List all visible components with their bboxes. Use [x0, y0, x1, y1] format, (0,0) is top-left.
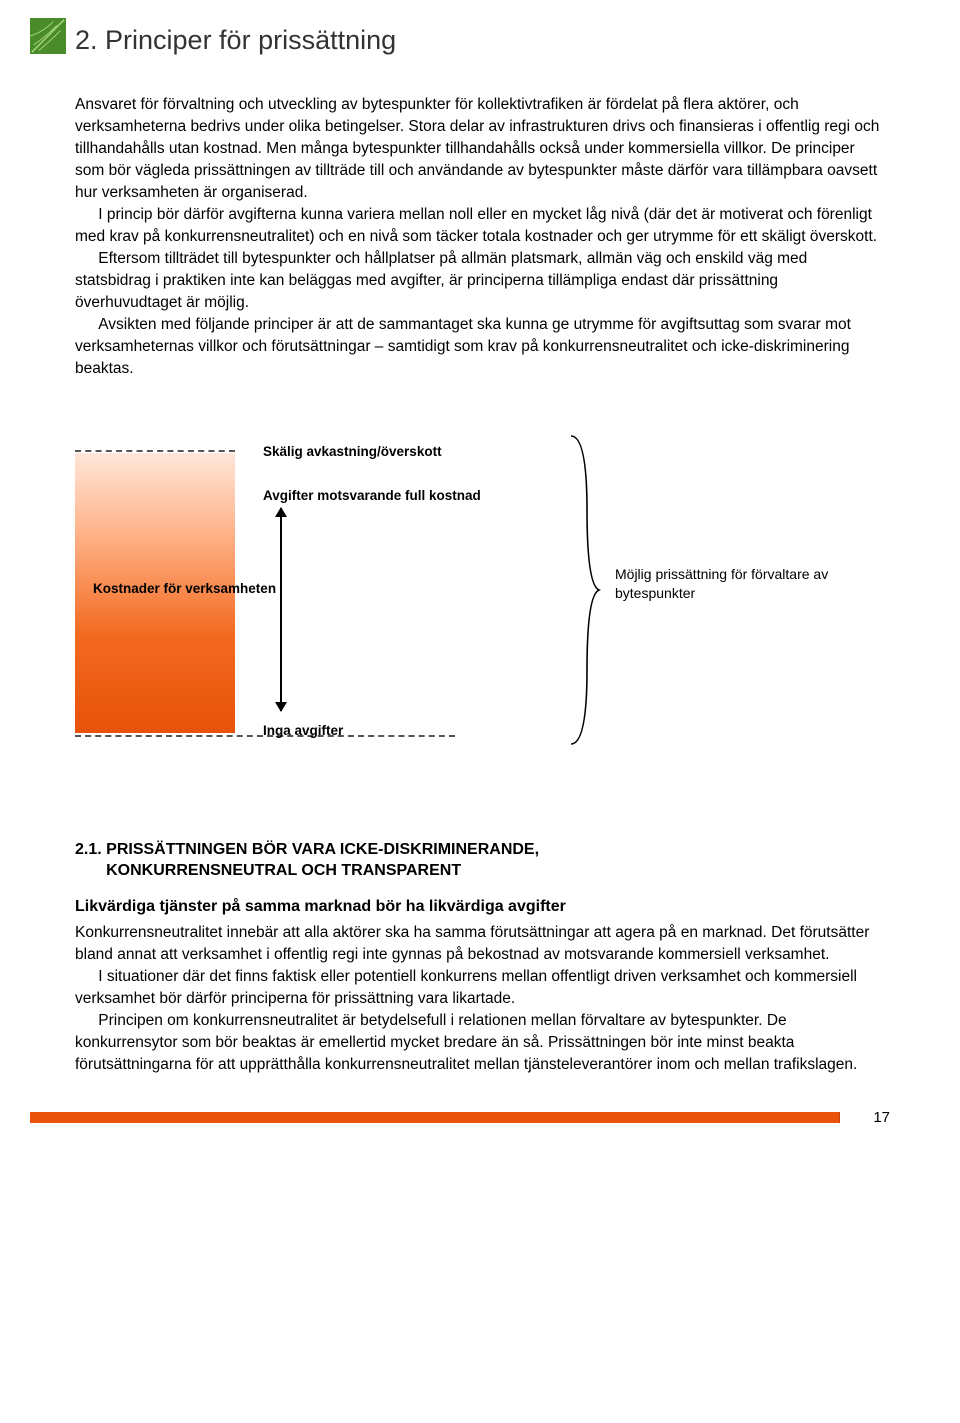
para: Ansvaret för förvaltning och utveckling …: [75, 94, 880, 204]
para: Eftersom tillträdet till bytespunkter oc…: [75, 248, 880, 314]
range-arrow: [280, 508, 282, 711]
right-label: Möjlig prissättning för förvaltare av by…: [615, 565, 880, 603]
para: Avsikten med följande principer är att d…: [75, 314, 880, 380]
label-no-fees: Inga avgifter: [263, 722, 343, 740]
footer-accent-bar: [30, 1112, 840, 1123]
section-subheading: Likvärdiga tjänster på samma marknad bör…: [75, 898, 880, 916]
label-return: Skälig avkastning/överskott: [263, 443, 442, 461]
page-title: 2. Principer för prissättning: [75, 25, 880, 56]
dash-top: [75, 450, 235, 452]
para: Principen om konkurrensneutralitet är be…: [75, 1010, 880, 1076]
footer: 17: [75, 1112, 880, 1124]
para: Konkurrensneutralitet innebär att alla a…: [75, 922, 880, 966]
page-number: 17: [873, 1109, 890, 1126]
section-heading: 2.1. PRISSÄTTNINGEN BÖR VARA ICKE-DISKRI…: [75, 840, 880, 882]
cost-box-label: Kostnader för verksamheten: [93, 580, 276, 598]
pricing-diagram: Kostnader för verksamheten Skälig avkast…: [75, 425, 880, 785]
label-full-cost: Avgifter motsvarande full kostnad: [263, 487, 481, 505]
leaf-icon: [30, 18, 66, 54]
intro-text: Ansvaret för förvaltning och utveckling …: [75, 94, 880, 380]
para: I situationer där det finns faktisk elle…: [75, 966, 880, 1010]
brace-icon: [565, 430, 601, 750]
section-text: Konkurrensneutralitet innebär att alla a…: [75, 922, 880, 1076]
para: I princip bör därför avgifterna kunna va…: [75, 204, 880, 248]
